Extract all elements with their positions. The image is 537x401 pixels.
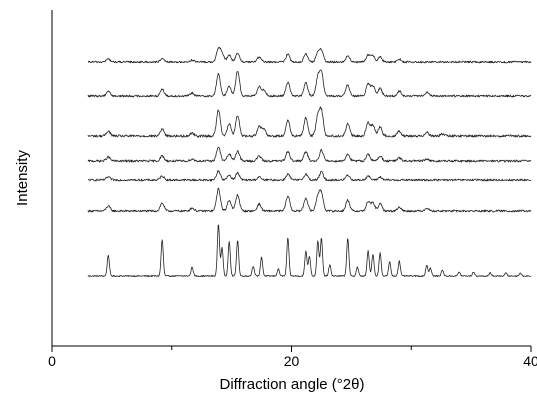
x-tick-label: 40 [523,353,537,369]
diffraction-trace-2 [87,187,532,213]
diffraction-trace-5 [87,106,532,138]
x-tick-label: 0 [48,353,56,369]
diffraction-trace-3 [87,170,532,182]
x-tick-label: 20 [284,353,300,369]
diffraction-trace-1 [87,224,532,277]
y-axis-title: Intensity [14,150,31,206]
diffraction-trace-6 [87,69,532,98]
diffraction-traces [87,46,532,277]
x-axis-title: Diffraction angle (°2θ) [220,376,365,393]
diffraction-trace-4 [87,146,532,163]
plot-area: 0 20 40 [48,10,537,369]
x-axis-ticks: 0 20 40 [48,346,537,369]
diffraction-trace-7 [87,46,532,64]
